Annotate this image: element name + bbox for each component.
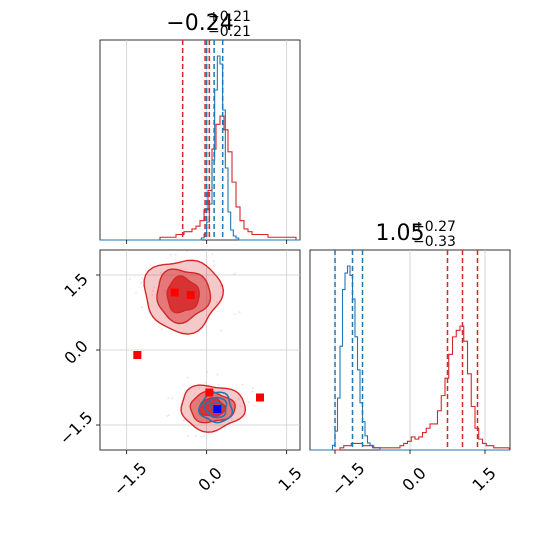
hist-x-ticks xyxy=(126,240,288,244)
hist-y-title-median: 1.05 xyxy=(376,221,425,246)
hist-x-series xyxy=(100,40,300,241)
scatter-red-marker xyxy=(205,388,214,397)
scatter-sample-point xyxy=(168,414,170,417)
scatter-sample-point xyxy=(186,435,189,438)
scatter-sample-point xyxy=(141,306,144,309)
scatter-y-tick-labels: −1.5 0.0 1.5 xyxy=(56,269,97,448)
scatter-y-tick-label: 1.5 xyxy=(60,269,91,300)
scatter-sample-point xyxy=(141,277,144,280)
scatter-sample-point xyxy=(151,289,154,292)
scatter-sample-point xyxy=(141,281,143,284)
scatter-red-contour xyxy=(166,275,200,314)
scatter-sample-point xyxy=(171,397,174,399)
scatter-blue-contour xyxy=(197,391,234,424)
scatter-sample-point xyxy=(203,435,205,437)
scatter-sample-point xyxy=(230,417,233,420)
scatter-x-tick-label: 0.0 xyxy=(194,463,225,494)
scatter-sample-point xyxy=(160,328,163,331)
scatter-sample-point xyxy=(240,405,242,408)
scatter-red-marker xyxy=(186,291,195,299)
scatter-sample-point xyxy=(234,272,237,275)
hist-y-red-histogram xyxy=(310,325,511,451)
hist-y-x-tick-label: −1.5 xyxy=(328,459,369,500)
scatter-red-marker xyxy=(256,393,264,402)
scatter-sample-point xyxy=(194,435,197,438)
scatter-sample-point xyxy=(220,329,223,332)
scatter-sample-point xyxy=(233,313,236,316)
hist-x-title-upper: +0.21 xyxy=(208,9,251,25)
scatter-sample-point xyxy=(174,253,177,256)
hist-y-series xyxy=(310,250,511,451)
scatter-sample-point xyxy=(248,401,250,404)
scatter-sample-point xyxy=(238,311,241,314)
scatter-x-tick-label: 1.5 xyxy=(274,463,305,494)
scatter-sample-point xyxy=(215,301,218,304)
scatter-sample-point xyxy=(241,383,244,386)
scatter-sample-point xyxy=(206,371,208,373)
hist-y-blue-histogram xyxy=(310,265,510,451)
scatter-sample-point xyxy=(220,285,222,288)
scatter-sample-point xyxy=(135,291,137,294)
scatter-panel: −1.5 0.0 1.5 −1.5 0.0 1.5 xyxy=(56,249,306,500)
hist-y-x-tick-label: 1.5 xyxy=(468,463,499,494)
scatter-sample-point xyxy=(211,253,214,256)
hist-y-x-tick-labels: −1.5 0.0 1.5 xyxy=(328,459,500,500)
scatter-sample-point xyxy=(182,419,185,422)
scatter-sample-point xyxy=(169,253,172,256)
scatter-sample-point xyxy=(217,384,220,387)
scatter-sample-point xyxy=(216,373,219,376)
scatter-x-tick-labels: −1.5 0.0 1.5 xyxy=(110,459,306,500)
scatter-markers xyxy=(133,288,264,413)
hist-x-panel: −0.24 +0.21 −0.21 xyxy=(99,9,301,244)
scatter-blue-marker xyxy=(213,405,222,413)
scatter-y-tick-label: 0.0 xyxy=(60,336,91,367)
scatter-sample-point xyxy=(153,286,156,289)
scatter-sample-point xyxy=(200,435,203,438)
scatter-sample-point xyxy=(167,397,170,400)
scatter-sample-point xyxy=(186,376,189,379)
scatter-red-marker xyxy=(133,351,142,359)
scatter-sample-point xyxy=(237,398,240,400)
scatter-sample-point xyxy=(166,415,169,417)
hist-y-title: 1.05 xyxy=(376,221,425,246)
scatter-sample-point xyxy=(253,404,256,407)
scatter-ticks xyxy=(96,274,288,454)
scatter-sample-point xyxy=(213,260,215,263)
scatter-sample-point xyxy=(198,387,200,389)
hist-x-title-median: −0.24 xyxy=(166,11,233,36)
scatter-sample-point xyxy=(128,278,131,280)
hist-y-panel: 1.05 +0.27 −0.33 −1.5 0.0 1.5 xyxy=(309,219,511,500)
scatter-sample-point xyxy=(251,390,254,393)
hist-x-frame xyxy=(99,39,301,241)
scatter-sample-point xyxy=(159,271,162,274)
hist-y-title-lower: −0.33 xyxy=(413,234,456,250)
hist-y-ticks xyxy=(334,450,486,454)
hist-x-title: −0.24 xyxy=(166,11,233,36)
scatter-blue-contour xyxy=(203,396,228,419)
scatter-sample-point xyxy=(185,250,188,253)
hist-x-title-lower: −0.21 xyxy=(208,24,251,40)
scatter-sample-point xyxy=(204,381,207,384)
scatter-y-tick-label: −1.5 xyxy=(56,408,97,449)
scatter-contours xyxy=(143,259,247,433)
scatter-red-marker xyxy=(170,288,179,297)
hist-y-x-tick-label: 0.0 xyxy=(398,463,429,494)
hist-y-title-upper: +0.27 xyxy=(413,219,456,235)
scatter-sample-point xyxy=(151,293,154,296)
scatter-x-tick-label: −1.5 xyxy=(110,459,151,500)
scatter-sample-point xyxy=(251,387,254,390)
